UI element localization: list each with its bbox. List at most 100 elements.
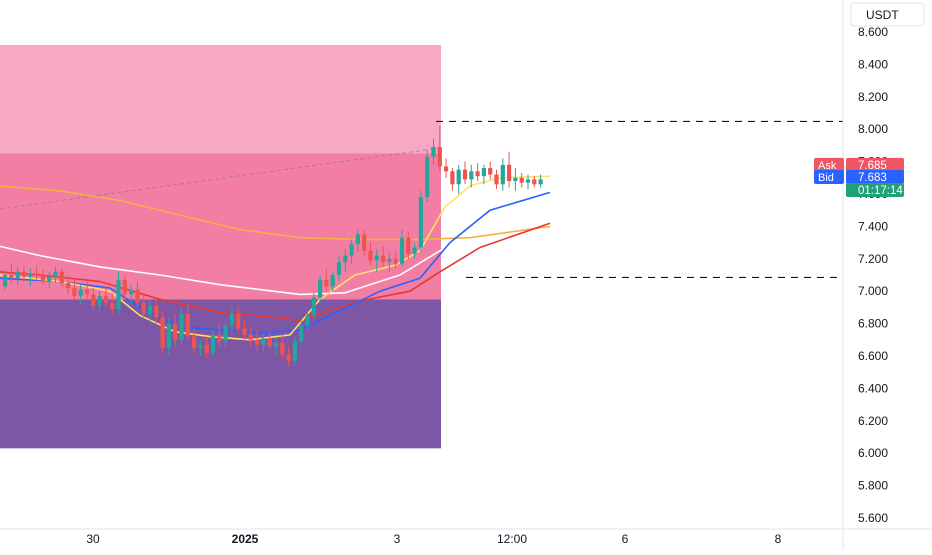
candle <box>343 249 348 272</box>
candle-body <box>318 279 323 298</box>
candle-body <box>494 174 499 185</box>
price-tick-label: 6.600 <box>858 349 888 363</box>
currency-button[interactable]: USDT <box>850 2 925 27</box>
candle <box>198 339 203 356</box>
candle-body <box>229 313 234 326</box>
time-tick-label: 8 <box>775 532 782 546</box>
candle <box>223 320 228 350</box>
candles <box>3 125 543 366</box>
candle-body <box>135 289 140 303</box>
candle <box>507 151 512 188</box>
price-tick-label: 5.800 <box>858 479 888 493</box>
candle <box>362 229 367 256</box>
ma-orange <box>0 185 551 241</box>
candle <box>406 231 411 259</box>
candle <box>469 164 474 188</box>
candle-body <box>355 234 360 245</box>
candle <box>248 326 253 347</box>
candle-body <box>431 147 436 157</box>
ma-blue <box>0 191 551 335</box>
time-tick-label: 12:00 <box>497 532 527 546</box>
candle-body <box>84 289 90 295</box>
candle-body <box>129 289 134 295</box>
candle <box>129 284 134 305</box>
candle <box>538 174 543 188</box>
candle <box>179 307 184 347</box>
bid-label-bg <box>814 169 844 184</box>
candle <box>418 190 423 253</box>
zones-layer <box>0 44 441 449</box>
candle-body <box>217 334 222 342</box>
candle <box>110 292 115 314</box>
candle-body <box>116 279 121 310</box>
candle <box>210 330 216 356</box>
candle <box>412 242 417 259</box>
candle-body <box>91 294 96 306</box>
candle <box>431 138 436 165</box>
settings-corner[interactable] <box>844 530 932 550</box>
candle <box>336 255 342 282</box>
countdown-value-bg <box>846 182 904 197</box>
candle <box>330 271 335 292</box>
candle <box>122 275 127 300</box>
candle <box>166 317 171 356</box>
horizontal-levels[interactable]: 8.0487.085 <box>436 113 904 286</box>
price-tick-label: 6.400 <box>858 381 888 395</box>
time-tick-label: 3 <box>394 532 401 546</box>
candle <box>147 299 153 324</box>
upper-zone <box>0 44 441 154</box>
candle-body <box>78 289 83 297</box>
candle <box>381 245 386 267</box>
candle <box>3 270 8 290</box>
candle-body <box>160 317 165 348</box>
candle-body <box>336 262 342 275</box>
candle <box>229 307 234 332</box>
candle <box>456 164 461 194</box>
candle-body <box>40 275 45 282</box>
candle-body <box>475 171 480 177</box>
price-tick-label: 8.200 <box>858 90 888 104</box>
candle <box>15 266 20 285</box>
candle-body <box>469 171 474 180</box>
candle-body <box>210 334 216 353</box>
candle-body <box>179 313 184 340</box>
candle-body <box>9 275 14 279</box>
price-axis-bg <box>843 0 932 530</box>
candle-body <box>242 328 247 335</box>
candle-body <box>292 341 297 361</box>
price-tick-label: 8.400 <box>858 57 888 71</box>
price-tick-label: 7.200 <box>858 252 888 266</box>
candle-body <box>21 271 27 277</box>
candle <box>532 176 537 188</box>
price-tick-label: 8.000 <box>858 122 888 136</box>
ask-value: 7.685 <box>858 160 887 172</box>
candle-body <box>374 255 379 261</box>
candle <box>84 281 90 300</box>
time-tick-label: 6 <box>622 532 629 546</box>
candle-body <box>141 302 146 314</box>
candle <box>53 266 58 284</box>
ask-value-bg <box>846 157 904 172</box>
candle-body <box>425 156 430 198</box>
candle-body <box>349 244 354 256</box>
time-axis[interactable]: 30 2025 3 12:00 6 8 <box>86 532 781 546</box>
candle-body <box>456 169 461 185</box>
candle-body <box>248 334 253 340</box>
candle-body <box>387 258 392 263</box>
price-tick-label: 6.000 <box>858 446 888 460</box>
candle <box>299 320 304 347</box>
candle <box>66 275 71 295</box>
bid-value: 7.683 <box>858 172 887 184</box>
candle <box>154 297 159 324</box>
candle <box>519 172 524 188</box>
candle <box>387 252 392 272</box>
candle-body <box>343 255 348 263</box>
price-tick-label: 8.600 <box>858 25 888 39</box>
candle <box>141 294 146 321</box>
candle <box>242 320 247 340</box>
candle <box>267 331 272 350</box>
candle-body <box>261 338 266 345</box>
price-tick-label: 7.000 <box>858 284 888 298</box>
